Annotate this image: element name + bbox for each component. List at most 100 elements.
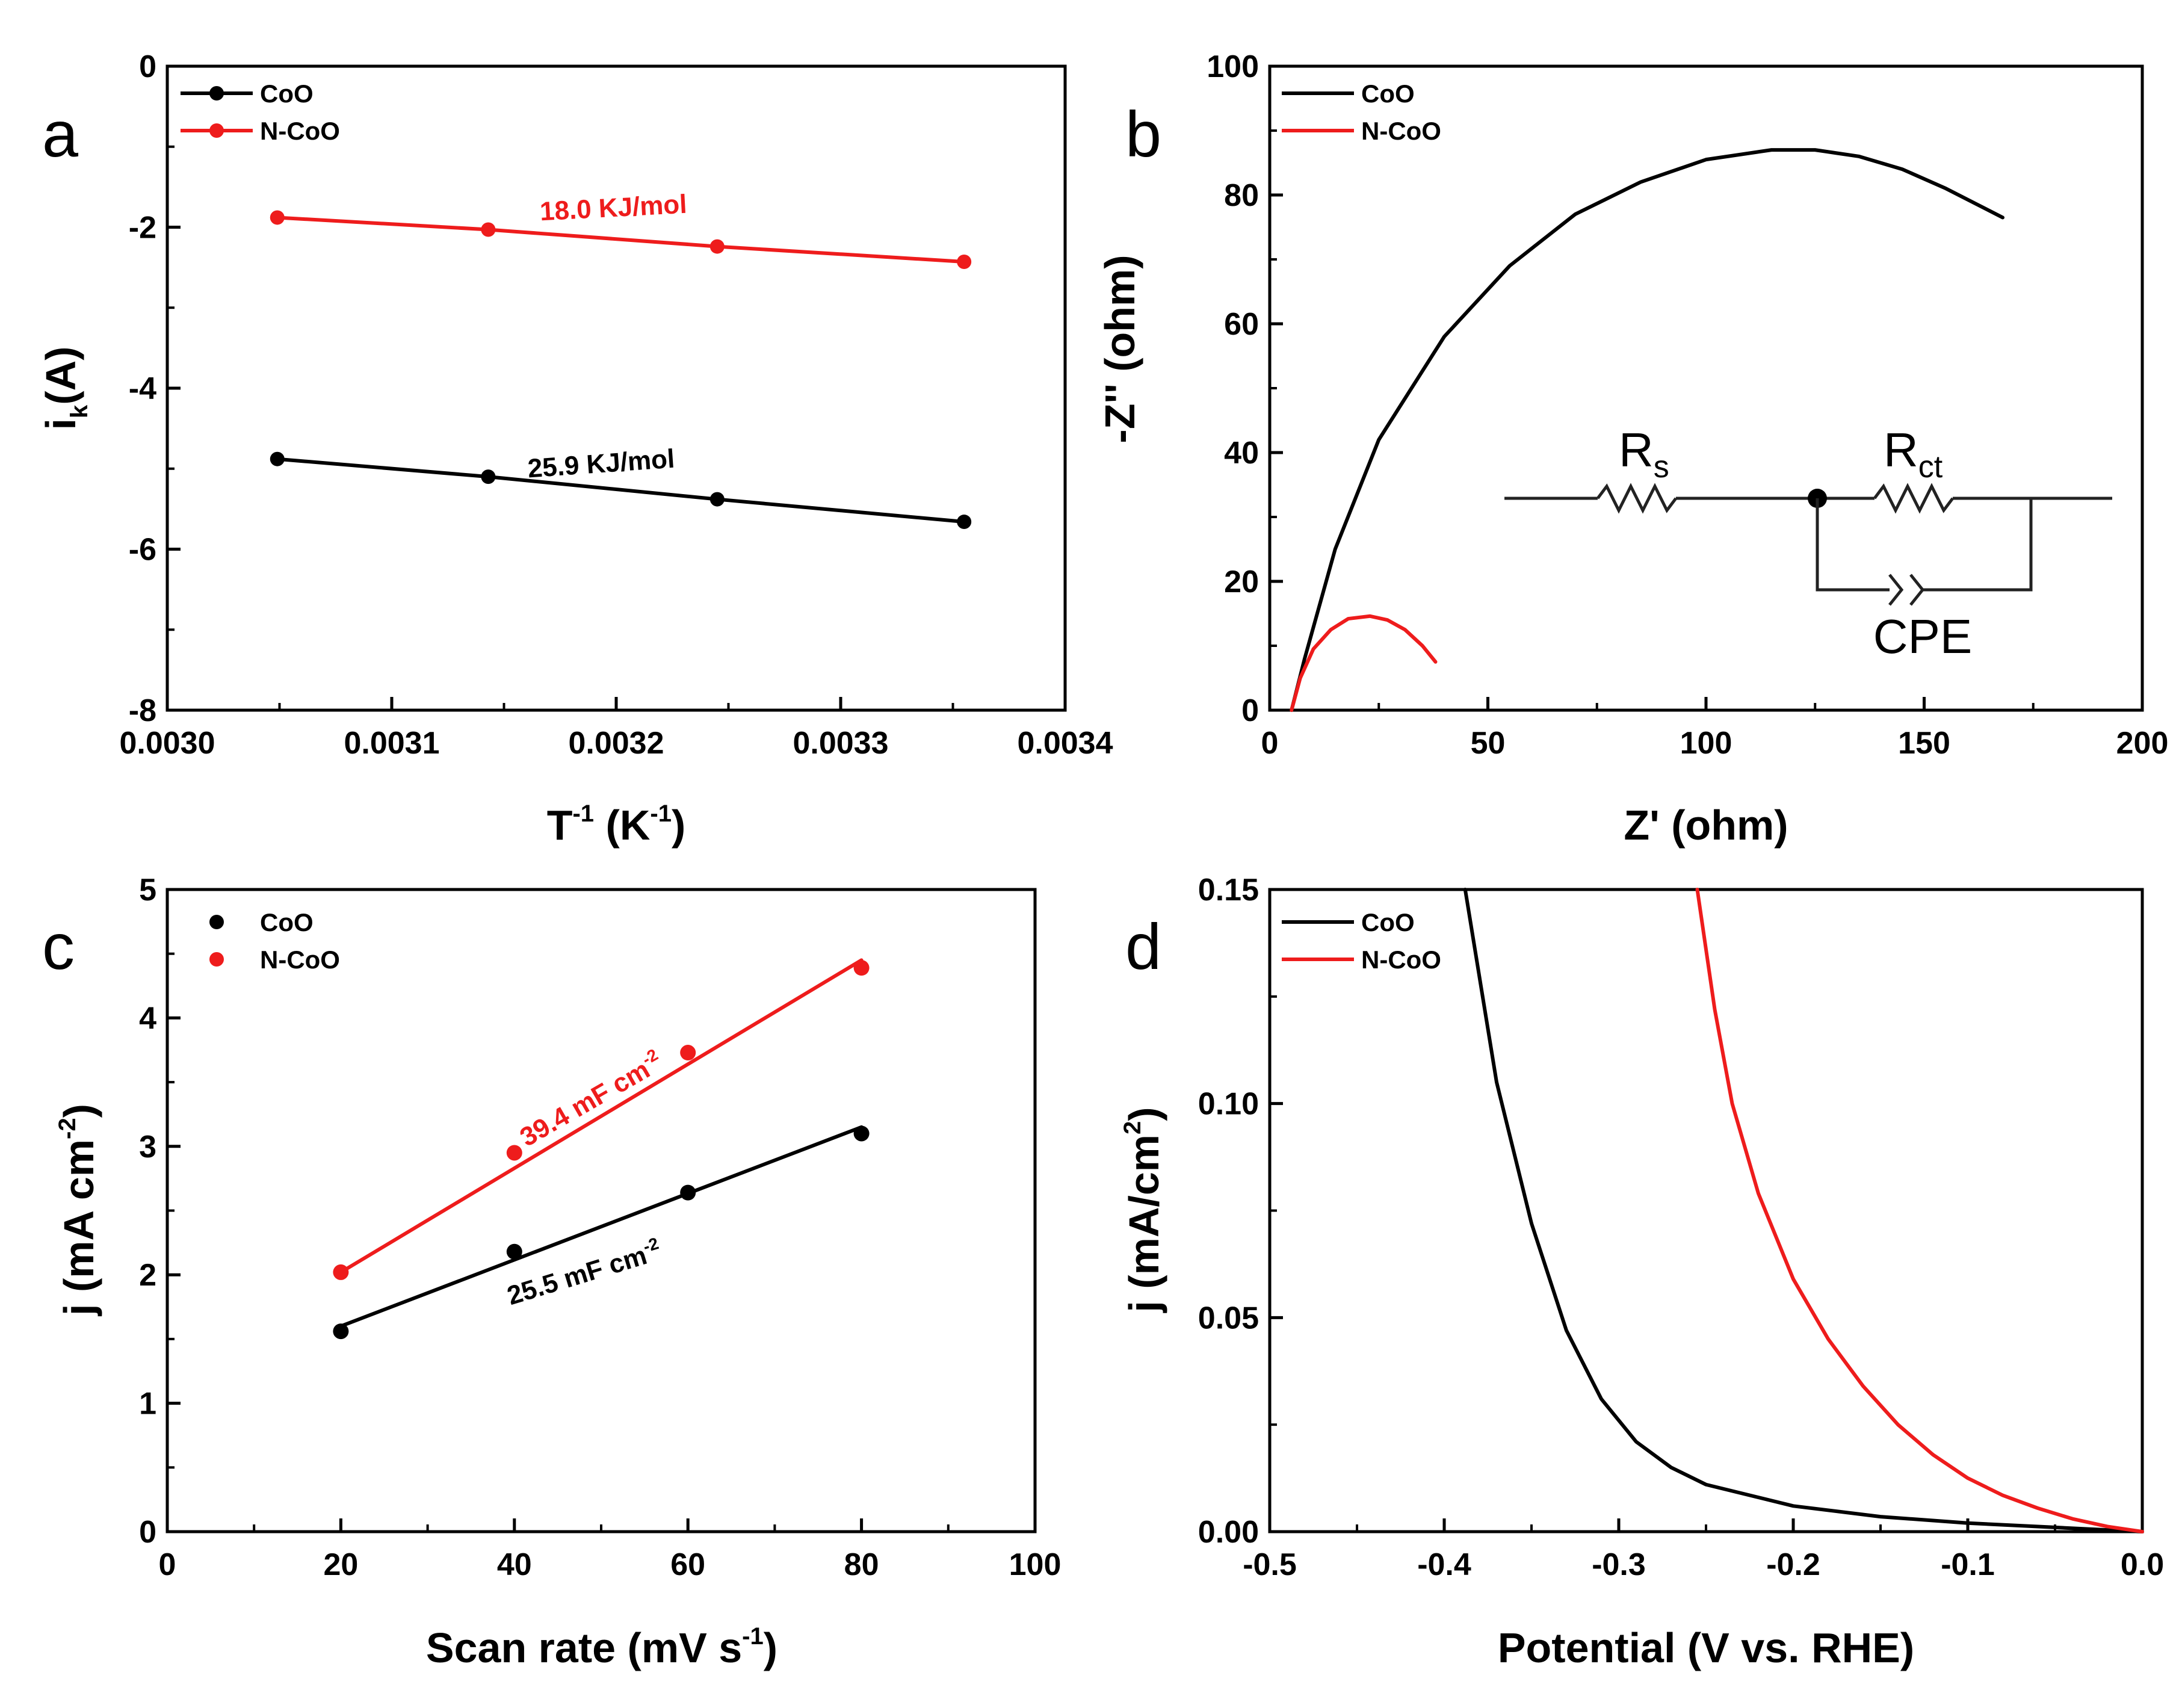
y-tick-label: 20 [1224,565,1259,599]
panel-label: b [1125,97,1161,170]
x-tick-label: 0.0031 [344,726,439,761]
y-tick-label: 40 [1224,436,1259,471]
x-tick-label: 0 [159,1547,176,1582]
fit-line-CoO [339,1125,864,1328]
legend-label: CoO [1361,79,1415,108]
label-part: 39.4 mF cm [515,1055,655,1153]
y-tick-label: -4 [129,371,156,406]
label-part: R [1884,423,1918,477]
cpe-element [1888,574,1904,606]
data-point [680,1184,696,1201]
panel-d: -0.5 -0.4 -0.3 -0.2 -0.1 0.0 0.00 0.05 0.10 0.15 C… [1119,873,2164,1671]
x-tick-label: 0 [1261,726,1279,761]
label-rct: Rct [1884,423,1943,484]
y-tick-label: 0 [139,49,156,84]
annotation-nco: 18.0 KJ/mol [539,190,688,227]
x-tick-label: 0.0 [2121,1547,2164,1582]
label-part: 25.5 mF cm [504,1240,651,1311]
resistor-rs [1596,483,1677,514]
series-line-N-CoO [275,215,966,264]
label-part: -1 [572,800,594,827]
x-axis-label: Potential (V vs. RHE) [1498,1624,1914,1671]
y-tick-label: 0 [1241,693,1259,728]
legend-label: CoO [260,908,314,936]
annotation-coo: 25.5 mF cm-2 [503,1234,665,1311]
label-part: R [1619,423,1654,477]
y-tick-label: -2 [129,211,156,246]
cpe-element [1909,574,1925,606]
legend-label: N-CoO [260,117,340,145]
annotation-coo: 25.9 KJ/mol [527,444,675,484]
data-point [680,1045,696,1061]
data-point [481,222,496,237]
data-point [853,1125,870,1142]
y-tick-label: 4 [139,1001,156,1036]
plot-frame [165,64,1067,712]
data-point [709,239,725,254]
fit-line-N-CoO [339,958,864,1274]
panel-label: d [1125,910,1161,983]
resistor-rct [1873,483,1954,514]
legend-marker [209,952,224,967]
x-tick-label: 60 [670,1547,705,1582]
legend-label: N-CoO [260,945,340,974]
y-tick-label: 0.05 [1198,1301,1259,1335]
legend-label: CoO [1361,908,1415,936]
x-tick-label: 0.0034 [1017,726,1113,761]
data-point [333,1264,349,1280]
data-point [957,255,972,270]
label-part: 2 [1119,1121,1146,1134]
circuit-wire [1923,498,2033,592]
x-tick-label: 150 [1898,726,1950,761]
data-point [481,469,496,484]
panel-label: a [42,97,79,170]
x-tick-label: -0.3 [1592,1547,1646,1582]
x-tick-label: 0.0030 [119,726,215,761]
y-tick-label: 80 [1224,178,1259,213]
label-part: k [66,404,93,418]
label-part: -1 [650,800,672,827]
x-tick-label: 0.0033 [793,726,888,761]
x-tick-label: 80 [844,1547,879,1582]
data-point [506,1145,522,1161]
data-point [709,492,725,507]
legend-label: N-CoO [1361,945,1441,974]
y-tick-label: 100 [1207,49,1259,84]
y-tick-label: 3 [139,1130,156,1165]
label-part: T [547,802,573,849]
legend-label: N-CoO [1361,117,1441,145]
y-axis-label: j (mA/cm2) [1119,1107,1167,1313]
series-line-CoO [275,457,966,524]
label-part: j (mA/cm [1120,1134,1167,1314]
x-tick-label: -0.5 [1243,1547,1297,1582]
data-point [270,210,285,225]
data-point [853,960,870,976]
x-tick-label: -0.2 [1766,1547,1820,1582]
y-axis-label: ik(A) [37,347,93,430]
x-axis-label: T-1 (K-1) [547,800,686,849]
label-cpe: CPE [1873,610,1973,663]
series-line-CoO [1463,888,2144,1533]
legend-marker [209,123,224,138]
x-axis-label: Z' (ohm) [1624,802,1788,849]
panel-a: 0.0030 0.0031 0.0032 0.0033 0.0034 -8 -6 -4 -2 0 C… [37,49,1113,849]
legend-label: CoO [260,79,314,108]
series-line-CoO [1290,148,2004,712]
x-tick-label: 50 [1471,726,1506,761]
data-point [506,1243,522,1260]
label-part: (A) [37,347,84,405]
data-point [333,1323,349,1340]
label-part: j (mA cm [55,1139,102,1317]
panel-label: c [42,910,75,983]
y-tick-label: -6 [129,533,156,568]
series-line-N-CoO [1290,614,1438,712]
y-tick-label: 0 [139,1515,156,1550]
plot-frame [1268,888,2144,1533]
legend-marker [209,86,224,101]
label-part: i [37,418,84,430]
y-tick-label: 60 [1224,307,1259,342]
label-part: Scan rate (mV s [426,1624,742,1671]
